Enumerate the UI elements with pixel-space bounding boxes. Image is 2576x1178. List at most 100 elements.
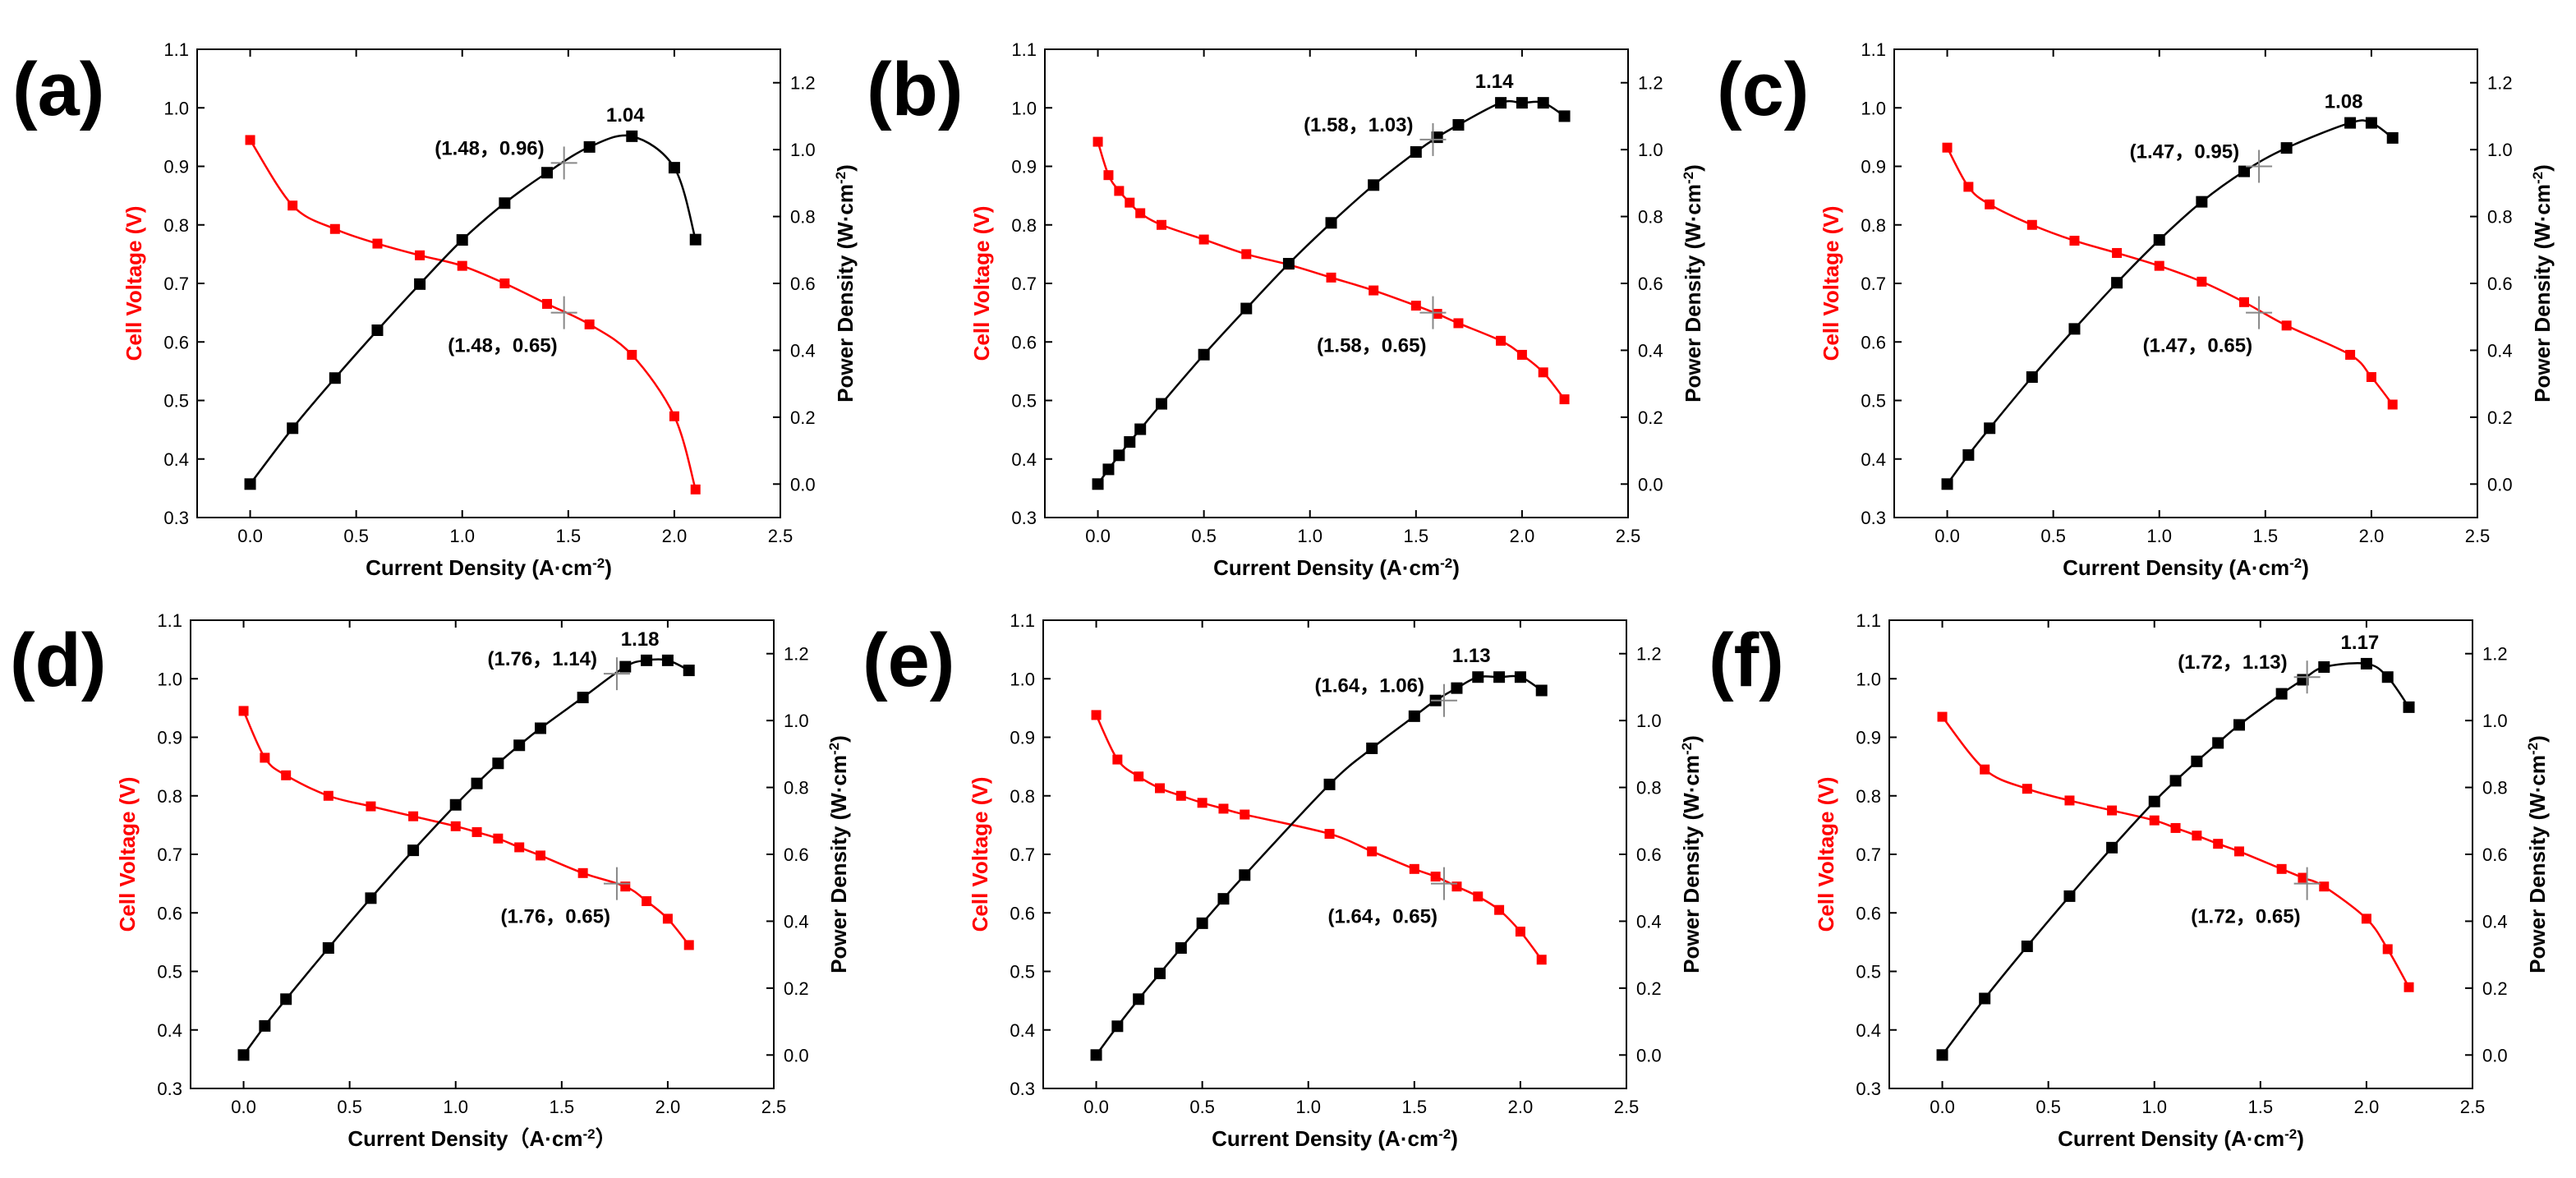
voltage-mark-label: (1.64，0.65) — [1328, 906, 1438, 928]
panel-label: (e) — [862, 619, 954, 702]
power-point — [2344, 117, 2357, 129]
y-left-tick-label: 0.6 — [1861, 332, 1886, 352]
voltage-point — [415, 250, 426, 260]
x-tick-label: 0.5 — [343, 526, 369, 546]
x-tick-label: 0.0 — [1083, 1097, 1109, 1117]
power-point — [329, 372, 341, 384]
panel-label: (a) — [12, 48, 104, 131]
y-left-tick-label: 1.0 — [1861, 98, 1886, 118]
voltage-point — [1324, 829, 1335, 840]
y-right-tick-label: 0.0 — [1638, 474, 1663, 495]
voltage-point — [627, 349, 637, 360]
y-right-tick-label: 1.2 — [2487, 73, 2513, 94]
y-left-tick-label: 1.1 — [1011, 39, 1037, 60]
y-left-tick-label: 0.3 — [1010, 1079, 1035, 1099]
power-point — [1941, 478, 1953, 490]
power-mark-label: (1.48，0.96) — [435, 137, 544, 159]
voltage-point — [1241, 249, 1252, 260]
y-right-tick-label: 0.6 — [790, 274, 816, 294]
power-point — [2381, 671, 2394, 683]
y-right-tick-label: 1.0 — [790, 140, 816, 160]
x-tick-label: 1.0 — [449, 526, 475, 546]
power-point — [1113, 449, 1125, 462]
y-left-axis-title: Cell Voltage (V) — [115, 777, 140, 932]
voltage-point — [2276, 863, 2287, 874]
power-point — [1979, 992, 1991, 1005]
power-point — [1124, 435, 1136, 448]
voltage-point — [493, 833, 504, 844]
power-point — [365, 892, 377, 904]
y-left-tick-label: 0.5 — [157, 962, 182, 982]
power-series-line — [1097, 99, 1566, 485]
x-tick-label: 2.0 — [662, 526, 688, 546]
voltage-point — [514, 842, 525, 853]
x-tick-label: 1.5 — [550, 1097, 575, 1117]
x-tick-label: 0.0 — [231, 1097, 256, 1117]
power-point — [668, 162, 680, 174]
y-right-tick-label: 0.6 — [784, 844, 809, 865]
voltage-point — [1515, 927, 1525, 937]
power-point — [2318, 661, 2330, 673]
voltage-series-line — [1941, 716, 2410, 988]
plot-frame — [196, 48, 781, 518]
y-right-tick-label: 0.6 — [1636, 844, 1662, 865]
y-right-tick-label: 0.0 — [2482, 1045, 2508, 1065]
power-series-line — [1941, 661, 2410, 1056]
x-tick-label: 2.5 — [761, 1097, 787, 1117]
y-left-tick-label: 1.0 — [1856, 669, 1881, 689]
x-tick-label: 1.5 — [1404, 526, 1429, 546]
y-left-tick-label: 0.7 — [1011, 274, 1037, 294]
panel-label: (f) — [1709, 619, 1784, 702]
voltage-point — [1985, 199, 1995, 209]
y-left-tick-label: 0.8 — [1011, 215, 1037, 236]
y-left-tick-label: 0.7 — [1010, 844, 1035, 865]
y-right-tick-label: 1.2 — [1636, 644, 1662, 665]
voltage-point — [1559, 394, 1570, 405]
voltage-point — [408, 811, 419, 821]
y-right-tick-label: 0.4 — [2487, 340, 2513, 361]
y-left-tick-label: 1.0 — [157, 669, 182, 689]
voltage-point — [1937, 711, 1948, 722]
power-point — [619, 660, 632, 673]
voltage-point — [1198, 234, 1209, 245]
y-right-tick-label: 1.2 — [790, 73, 816, 94]
voltage-point — [1175, 790, 1186, 801]
y-right-tick-label: 1.0 — [1638, 140, 1663, 160]
voltage-point — [329, 223, 340, 234]
x-tick-label: 0.5 — [1191, 526, 1217, 546]
voltage-point — [1125, 197, 1135, 208]
y-right-tick-label: 0.8 — [784, 778, 809, 798]
y-right-axis-title: Power Density (W·cm-2) — [2530, 164, 2555, 403]
voltage-point — [1942, 142, 1953, 153]
power-point — [1196, 917, 1208, 929]
voltage-point — [542, 298, 552, 309]
voltage-point — [1112, 754, 1123, 765]
y-right-tick-label: 0.4 — [784, 911, 809, 932]
x-axis-title: Current Density (A·cm-2) — [366, 555, 612, 581]
y-right-tick-label: 1.0 — [1636, 711, 1662, 731]
voltage-point — [2361, 913, 2371, 924]
y-right-tick-label: 0.6 — [1638, 274, 1663, 294]
y-right-tick-label: 0.8 — [2482, 778, 2508, 798]
voltage-point — [372, 238, 383, 249]
plot-frame — [1888, 619, 2473, 1089]
power-point — [1962, 449, 1975, 461]
y-left-tick-label: 0.5 — [1856, 962, 1881, 982]
voltage-series-line — [1097, 141, 1566, 400]
voltage-series-line — [249, 139, 697, 490]
y-right-tick-label: 0.2 — [790, 407, 816, 428]
y-left-tick-label: 0.7 — [1856, 844, 1881, 865]
y-left-tick-label: 0.3 — [157, 1079, 182, 1099]
voltage-point — [1538, 367, 1548, 378]
y-right-tick-label: 1.2 — [2482, 644, 2508, 665]
x-tick-label: 0.0 — [237, 526, 263, 546]
power-point — [1154, 967, 1166, 979]
x-tick-label: 0.0 — [1934, 526, 1960, 546]
power-point — [1134, 423, 1147, 435]
x-tick-label: 1.0 — [1295, 1097, 1321, 1117]
y-left-tick-label: 0.8 — [163, 215, 189, 236]
power-point — [1323, 778, 1336, 790]
x-axis-title: Current Density (A·cm-2) — [2063, 555, 2309, 581]
chart-panel-a: 0.0 0.5 1.0 1.5 2.0 2.5 0.3 0.4 0.5 0.6 0.7 0.8 0.9 1… — [122, 39, 858, 580]
voltage-point — [1980, 764, 1990, 775]
